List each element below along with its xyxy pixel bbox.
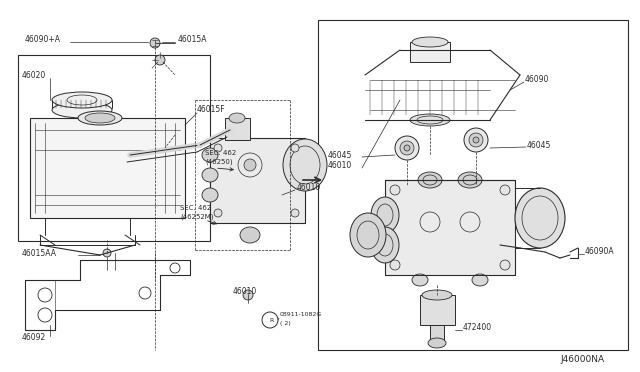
Ellipse shape	[229, 113, 245, 123]
Text: (46250): (46250)	[205, 159, 232, 165]
Bar	[410, 42, 450, 62]
Ellipse shape	[395, 136, 419, 160]
Text: 46015AA: 46015AA	[22, 248, 57, 257]
Circle shape	[170, 263, 180, 273]
Ellipse shape	[371, 197, 399, 233]
Ellipse shape	[472, 274, 488, 286]
Ellipse shape	[202, 168, 218, 182]
Text: SEC. 462: SEC. 462	[180, 205, 211, 211]
Text: 46020: 46020	[22, 71, 46, 80]
Bar	[210, 138, 305, 223]
Text: 46010: 46010	[233, 288, 257, 296]
Text: 472400: 472400	[463, 324, 492, 333]
Circle shape	[473, 137, 479, 143]
Ellipse shape	[283, 139, 327, 191]
Ellipse shape	[418, 172, 442, 188]
Text: 46010: 46010	[328, 160, 352, 170]
Text: 46015F: 46015F	[197, 106, 226, 115]
Ellipse shape	[400, 141, 414, 155]
Ellipse shape	[464, 128, 488, 152]
Circle shape	[103, 249, 111, 257]
Circle shape	[404, 145, 410, 151]
Ellipse shape	[240, 227, 260, 243]
Bar	[430, 325, 444, 343]
Bar	[225, 118, 250, 140]
Ellipse shape	[458, 172, 482, 188]
Bar	[318, 20, 628, 350]
Text: J46000NA: J46000NA	[560, 356, 604, 365]
Text: 08911-1082G: 08911-1082G	[280, 312, 323, 317]
Ellipse shape	[515, 188, 565, 248]
Ellipse shape	[422, 290, 452, 300]
Text: ( 2): ( 2)	[280, 321, 291, 327]
Text: R: R	[269, 317, 273, 323]
Ellipse shape	[52, 92, 112, 108]
Text: SEC. 462: SEC. 462	[205, 150, 236, 156]
Text: 46090+A: 46090+A	[25, 35, 61, 45]
Ellipse shape	[469, 133, 483, 147]
Ellipse shape	[244, 159, 256, 171]
Text: 46092: 46092	[22, 334, 46, 343]
Bar	[18, 55, 210, 241]
Circle shape	[291, 144, 299, 152]
Circle shape	[500, 185, 510, 195]
Text: 46090A: 46090A	[585, 247, 614, 257]
Circle shape	[214, 209, 222, 217]
Circle shape	[38, 308, 52, 322]
Circle shape	[139, 287, 151, 299]
Ellipse shape	[202, 188, 218, 202]
Ellipse shape	[412, 37, 448, 47]
Circle shape	[243, 290, 253, 300]
Ellipse shape	[202, 148, 218, 162]
Text: (46252M): (46252M)	[180, 214, 214, 220]
Bar	[385, 180, 515, 275]
Ellipse shape	[428, 338, 446, 348]
Ellipse shape	[350, 213, 386, 257]
Ellipse shape	[371, 227, 399, 263]
Circle shape	[390, 185, 400, 195]
Circle shape	[150, 38, 160, 48]
Text: 46015A: 46015A	[178, 35, 207, 45]
Circle shape	[214, 144, 222, 152]
Text: 46045: 46045	[527, 141, 552, 150]
Circle shape	[390, 260, 400, 270]
Bar	[30, 118, 185, 218]
Circle shape	[500, 260, 510, 270]
Text: 46010: 46010	[297, 183, 321, 192]
Text: 46090: 46090	[525, 76, 549, 84]
Circle shape	[155, 55, 165, 65]
Bar	[420, 295, 455, 325]
Ellipse shape	[78, 111, 122, 125]
Circle shape	[291, 209, 299, 217]
Circle shape	[38, 288, 52, 302]
Text: 46045: 46045	[328, 151, 353, 160]
Ellipse shape	[410, 114, 450, 126]
Ellipse shape	[52, 102, 112, 118]
Ellipse shape	[412, 274, 428, 286]
Ellipse shape	[85, 113, 115, 123]
